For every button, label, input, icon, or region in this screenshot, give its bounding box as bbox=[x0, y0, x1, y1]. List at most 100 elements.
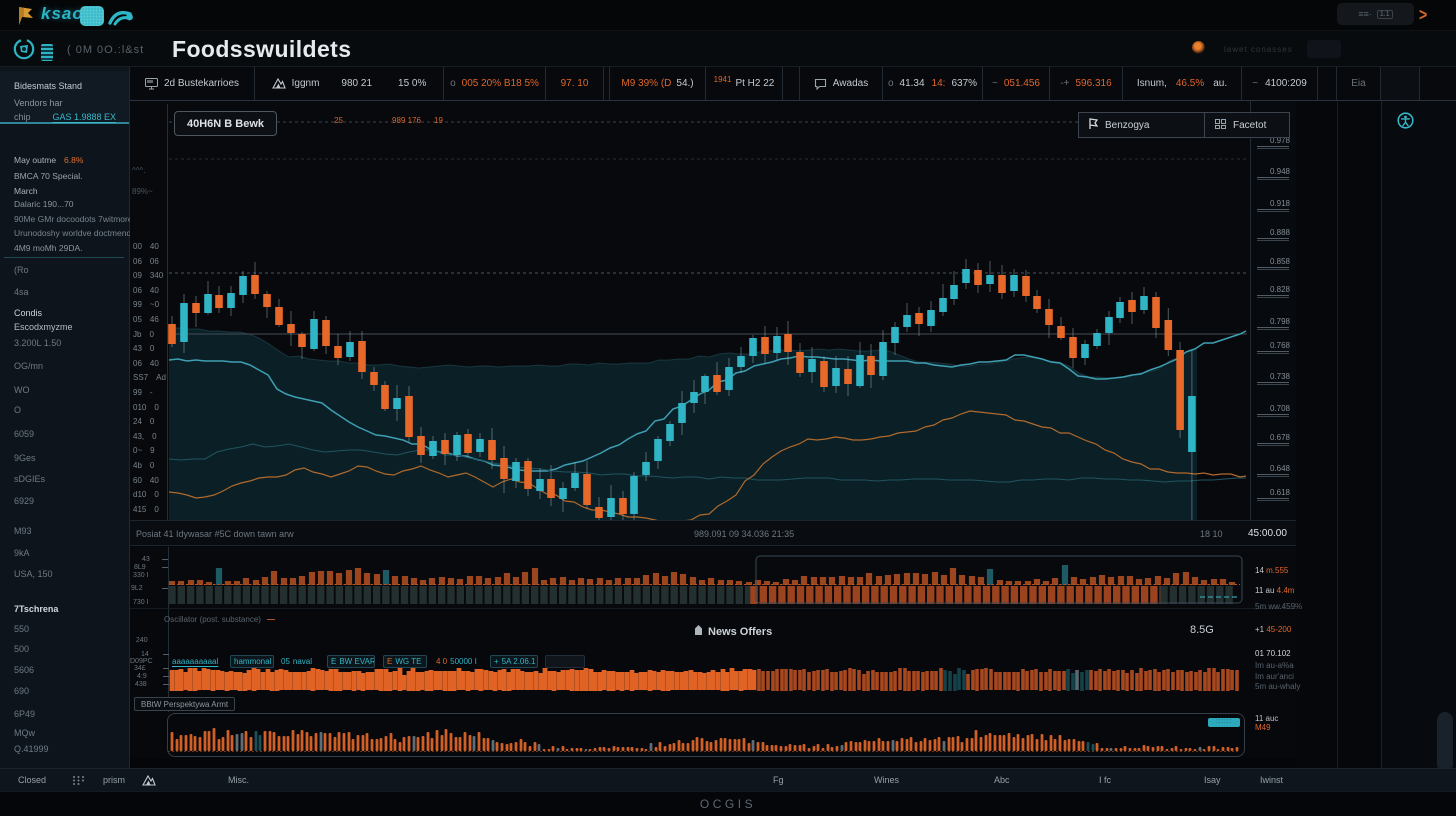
volume-bar bbox=[1135, 579, 1143, 585]
toolbar-segment-1[interactable]: Iggnm 980 21 15 0% bbox=[255, 67, 444, 100]
sidebar-item-20[interactable]: 6P49 bbox=[14, 709, 36, 719]
scrollbar-thumb[interactable] bbox=[1437, 712, 1453, 772]
filter-chip-5[interactable]: 4 0 50000 I bbox=[436, 655, 484, 668]
left-axis-label: 4b 0 bbox=[133, 461, 154, 470]
toolbar-segment-11[interactable]: -+ 596.316 bbox=[1050, 67, 1123, 100]
bottom-bar-item-isay[interactable]: Isay bbox=[1204, 775, 1221, 785]
sidebar-item-4[interactable]: 3.200L 1.50 bbox=[14, 338, 62, 348]
toolbar-segment-16[interactable] bbox=[1381, 67, 1420, 100]
price-axis[interactable]: 0.978 0.948 0.918 0.888 0.858 0.828 0.798 0.768… bbox=[1250, 101, 1296, 520]
candle-body bbox=[1069, 337, 1077, 358]
toolbar-segment-13[interactable]: ~4100:209 bbox=[1242, 67, 1318, 100]
bottom-bar-item-closed[interactable]: Closed bbox=[18, 775, 47, 785]
toolbar-segment-6[interactable]: 1941 Pt H2 22 bbox=[706, 67, 783, 100]
chart-button-benzogya[interactable]: Benzogya bbox=[1078, 112, 1205, 138]
oscillator-bar bbox=[651, 671, 657, 690]
candlestick-chart[interactable] bbox=[130, 101, 1296, 520]
sidebar-item-13[interactable]: 9kA bbox=[14, 548, 30, 558]
toolbar-segment-8[interactable]: Awadas bbox=[800, 67, 883, 100]
sidebar-item-21[interactable]: MQw bbox=[14, 728, 35, 738]
sidebar-item-16[interactable]: 550 bbox=[14, 624, 30, 634]
impulse-bar bbox=[519, 739, 523, 751]
sidebar-item-5[interactable]: OG/mn bbox=[14, 361, 44, 371]
sidebar-item-2[interactable]: Condis bbox=[14, 308, 43, 318]
toolbar-segment-7[interactable] bbox=[783, 67, 800, 100]
sidebar-item-12[interactable]: M93 bbox=[14, 526, 32, 536]
oscillator-input[interactable] bbox=[545, 655, 585, 668]
filter-chip-2[interactable]: 05 naval bbox=[281, 655, 317, 668]
window-status-pill[interactable]: ≡≡· 1.1 bbox=[1337, 3, 1414, 25]
impulse-bar bbox=[514, 742, 518, 751]
sidebar-item-11[interactable]: 6929 bbox=[14, 496, 35, 506]
impulse-bar bbox=[323, 733, 327, 751]
bottom-bar-item-fg[interactable]: Fg bbox=[773, 775, 784, 785]
chart-button-facetot[interactable]: Facetot bbox=[1205, 112, 1290, 138]
oscillator-bar bbox=[1062, 671, 1066, 690]
toolbar-segment-15[interactable]: Eia bbox=[1337, 67, 1381, 100]
toolbar-segment-0[interactable]: 2d Bustekarrioes bbox=[130, 67, 255, 100]
sidebar-item-9[interactable]: 9Ges bbox=[14, 453, 36, 463]
news-offers-label[interactable]: News Offers bbox=[695, 625, 772, 638]
filter-chip-1[interactable]: hammonal bbox=[230, 655, 274, 668]
sidebar-item-3[interactable]: Escodxmyzme bbox=[14, 322, 73, 332]
toolbar-segment-17[interactable] bbox=[1420, 67, 1456, 100]
filter-chip-6[interactable]: +5A 2.06.1 bbox=[490, 655, 538, 668]
perspective-tag[interactable]: BBtW Perspektywa Armt bbox=[134, 697, 236, 711]
filter-chip-4[interactable]: E WG TE bbox=[383, 655, 427, 668]
bottom-bar-item-misc[interactable]: Misc. bbox=[228, 775, 249, 785]
left-axis-label: 0~ 9 bbox=[133, 446, 155, 455]
impulse-bar bbox=[909, 737, 913, 751]
bottom-bar-dots-icon[interactable] bbox=[72, 775, 85, 787]
bottom-bar-item-abc[interactable]: Abc bbox=[994, 775, 1010, 785]
collapse-chevron-icon[interactable]: > bbox=[1419, 4, 1428, 24]
toolbar-segment-4[interactable] bbox=[604, 67, 610, 100]
sidebar-item-22[interactable]: Q.41999 bbox=[14, 744, 49, 754]
oscillator-bar bbox=[460, 671, 466, 690]
left-axis-token: 43 bbox=[133, 344, 142, 353]
oscillator-bar bbox=[1189, 671, 1193, 691]
sidebar-item-0[interactable]: (Ro bbox=[14, 265, 29, 275]
toolbar-segment-12[interactable]: Isnum, 46.5% au. bbox=[1123, 67, 1242, 100]
sidebar-item-17[interactable]: 500 bbox=[14, 644, 30, 654]
sidebar-item-1[interactable]: 4sa bbox=[14, 287, 29, 297]
oscillator-bar bbox=[1194, 672, 1198, 690]
chip-label: aaaaaaaaaal bbox=[172, 657, 219, 666]
sidebar-item-15[interactable]: 7Tschrena bbox=[14, 604, 59, 614]
bottom-bar-item-wines[interactable]: Wines bbox=[874, 775, 900, 785]
bottom-bar-mountain-icon[interactable] bbox=[142, 774, 156, 788]
sidebar-link[interactable]: GAS 1.9888 EX bbox=[52, 112, 117, 122]
left-axis-token: 99 bbox=[133, 300, 142, 309]
filter-chip-0[interactable]: aaaaaaaaaal bbox=[172, 655, 224, 668]
oscillator-bar bbox=[757, 669, 761, 691]
ohlc-info-box[interactable]: 40H6N B Bewk bbox=[174, 111, 278, 136]
accessibility-icon[interactable] bbox=[1397, 112, 1414, 129]
toolbar-segment-5[interactable]: M9 39% (D 54.) bbox=[610, 67, 706, 100]
app-logo-icon[interactable] bbox=[13, 38, 35, 60]
oscillator-bar bbox=[437, 671, 443, 690]
toolbar-segment-3[interactable]: 97. 10 bbox=[546, 67, 604, 100]
impulse-bar bbox=[951, 737, 955, 751]
volume-right-label: 5m au-whaly bbox=[1255, 682, 1301, 691]
bottom-bar-item-ifc[interactable]: I fc bbox=[1099, 775, 1112, 785]
filter-chip-3[interactable]: E BW EVAR bbox=[327, 655, 375, 668]
impulse-chip[interactable]: :::::: bbox=[1208, 718, 1240, 727]
bottom-bar-item-prism[interactable]: prism bbox=[103, 775, 125, 785]
toolbar-segment-14[interactable] bbox=[1318, 67, 1337, 100]
sidebar-item-10[interactable]: sDGIEs bbox=[14, 474, 46, 484]
volume-right-label: +1 45-200 bbox=[1255, 625, 1291, 634]
oscillator-bar bbox=[169, 670, 175, 691]
toolbar-segment-9[interactable]: o 41.34 14: 637% bbox=[883, 67, 983, 100]
sidebar-item-6[interactable]: WO bbox=[14, 385, 30, 395]
sidebar-item-18[interactable]: 5606 bbox=[14, 665, 35, 675]
sidebar-item-8[interactable]: 6059 bbox=[14, 429, 35, 439]
sidebar-item-14[interactable]: USA, 150 bbox=[14, 569, 53, 579]
titlebar-mini-box[interactable] bbox=[1307, 40, 1341, 58]
brand-logo-text[interactable]: ksao bbox=[41, 4, 84, 23]
toolbar-segment-2[interactable]: o 005 20% B18 5% bbox=[444, 67, 546, 100]
volume-below-bar bbox=[233, 586, 241, 604]
bottom-bar-item-iwinst[interactable]: Iwinst bbox=[1260, 775, 1284, 785]
sidebar-item-7[interactable]: O bbox=[14, 405, 22, 415]
sidebar-item-19[interactable]: 690 bbox=[14, 686, 30, 696]
toolbar-segment-10[interactable]: ~051.456 bbox=[983, 67, 1050, 100]
notification-dot[interactable] bbox=[1192, 41, 1205, 54]
